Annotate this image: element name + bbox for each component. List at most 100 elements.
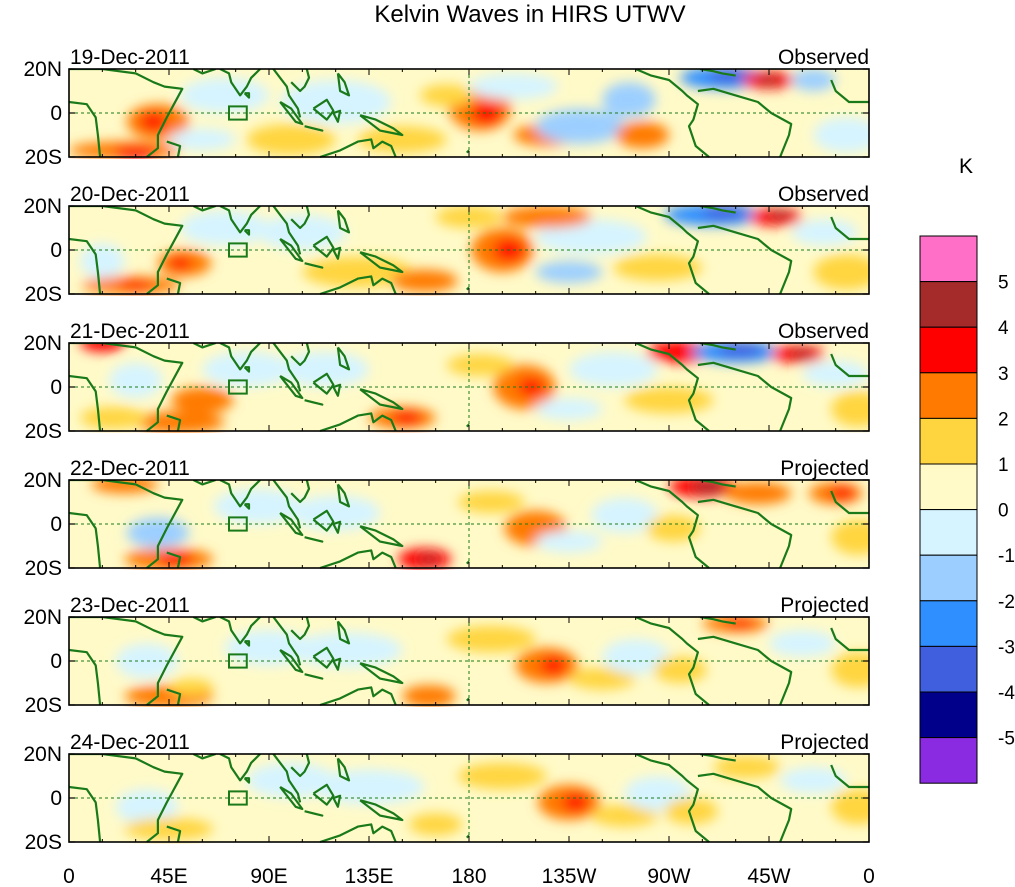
lon-tick-label: 135E [344,865,393,887]
coastline [336,209,351,234]
anomaly-blob [562,793,590,812]
anomaly-blob [831,652,869,688]
coastline [272,206,302,255]
anomaly-blob [717,343,763,357]
region-box [228,379,248,395]
colorbar-box [919,235,978,283]
colorbar-labels: 5 4 3 2 1 0 -1 -2 -3 -4 -5 [998,273,1015,750]
figure-title: Kelvin Waves in HIRS UTWV [374,1,685,28]
coastline [304,399,324,406]
anomaly-blob [246,762,336,798]
coastline [166,688,182,706]
coastline [359,251,404,274]
coastline [192,343,217,349]
anomaly-blob [435,206,503,228]
panel-status: Projected [780,731,869,754]
anomaly-blob [257,214,347,250]
panel-status: Observed [778,320,869,343]
map-panels: 19-Dec-2011 Observed 20N 0 20S 20-Dec-2011 Obs… [23,46,870,854]
lat-tick-label: 20N [23,332,62,355]
anomaly-field [69,480,869,570]
anomaly-blob [157,552,194,566]
coastline [697,772,793,843]
coastline [319,138,397,159]
region-box [228,790,248,806]
coastline [635,69,710,158]
coastline [336,346,351,371]
coastline [312,509,335,532]
anomaly-blob [402,685,456,707]
anomaly-blob [457,762,547,790]
anomaly-blob [535,219,647,255]
anomaly-field [69,69,869,159]
colorbar-label: 2 [998,409,1009,430]
coastline [635,754,710,843]
map-panel: 24-Dec-2011 Projected 20N 0 20S [23,731,870,854]
anomaly-blob [766,210,794,220]
region-box [228,516,248,532]
coastline [272,617,302,666]
coastline [279,512,304,537]
anomaly-blob [124,817,214,840]
coastline [272,480,302,529]
anomaly-blob [831,789,869,825]
anomaly-blob [535,398,603,420]
anomaly-blob [171,387,234,414]
colorbar-box [919,372,978,419]
anomaly-blob [791,219,858,246]
anomaly-blob [457,491,525,513]
coastline [697,361,793,432]
lon-tick-label: 45W [747,865,790,887]
anomaly-blob [180,77,269,113]
anomaly-blob [126,517,189,549]
lat-tick-label: 20S [25,420,62,443]
anomaly-blob [791,69,836,91]
coastline [332,383,342,397]
anomaly-blob [169,128,236,151]
lat-tick-label: 20S [25,694,62,717]
coastline [290,480,311,504]
panel-date: 20-Dec-2011 [70,183,190,206]
anomaly-blob [446,625,536,653]
coastline [69,206,184,295]
coastline [219,343,261,371]
anomaly-blob [613,254,703,281]
coastline [830,79,869,104]
anomaly-blob [602,82,656,118]
coastline [69,511,102,569]
lat-tick-label: 0 [50,787,62,810]
anomaly-blob [409,813,463,836]
colorbar: K 5 4 3 2 1 0 -1 -2 -3 -4 -5 [919,155,1015,784]
coastline [243,503,251,510]
anomaly-blob [80,243,125,279]
lat-tick-label: 20N [23,195,62,218]
coastline [166,140,182,158]
region-box [228,242,248,258]
coastline [635,480,710,569]
anomaly-blob [602,639,670,675]
coastline [279,238,304,263]
coastline [336,757,351,782]
anomaly-blob [831,519,869,555]
anomaly-blob [780,767,847,794]
anomaly-blob [420,84,474,107]
coastline [69,785,102,843]
coastline [219,69,261,97]
map-panel: 23-Dec-2011 Projected 20N 0 20S [23,594,870,717]
coastline [699,480,736,488]
anomaly-blob [653,656,707,683]
colorbar-label: 3 [998,364,1009,385]
panel-date: 22-Dec-2011 [70,457,190,480]
anomaly-blob [471,102,503,124]
lat-tick-label: 0 [50,376,62,399]
coastline [290,754,311,778]
lat-tick-label: 20N [23,469,62,492]
coastline [319,686,397,707]
coastline [635,617,710,706]
coastline [290,617,311,641]
anomaly-field [69,343,869,433]
coastline [69,100,102,158]
coastline [166,277,182,295]
anomaly-blob [569,351,658,387]
anomaly-blob [813,117,869,153]
